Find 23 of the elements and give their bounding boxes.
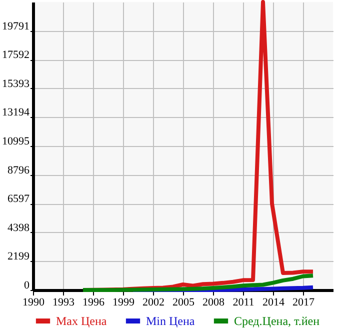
y-tick-label: 4398 bbox=[8, 222, 30, 234]
x-tick-label: 2005 bbox=[172, 296, 195, 308]
x-tick-label: 1996 bbox=[82, 296, 105, 308]
x-tick-label: 2014 bbox=[262, 296, 285, 308]
x-tick-label: 2011 bbox=[232, 296, 254, 308]
legend-label: Сред.Цена, т.йен bbox=[234, 314, 320, 328]
y-tick-label: 2199 bbox=[8, 250, 30, 263]
y-tick-label: 19791 bbox=[2, 20, 30, 32]
x-tick-label: 1993 bbox=[52, 296, 75, 308]
y-tick-label: 17592 bbox=[2, 49, 30, 62]
x-tick-label: 1990 bbox=[22, 296, 45, 308]
x-tick-label: 2017 bbox=[292, 296, 315, 308]
y-tick-label: 13194 bbox=[2, 106, 30, 119]
y-tick-label: 8796 bbox=[8, 164, 30, 176]
y-tick-label: 10995 bbox=[2, 136, 30, 148]
x-tick-label: 2002 bbox=[142, 296, 164, 308]
y-tick-label: 6597 bbox=[8, 193, 30, 206]
legend-label: Min Цена bbox=[146, 314, 196, 328]
y-tick-label: 0 bbox=[24, 280, 30, 292]
legend-label: Max Цена bbox=[56, 314, 108, 328]
x-tick-label: 2008 bbox=[202, 296, 225, 308]
y-tick-label: 15393 bbox=[2, 78, 30, 90]
x-tick-label: 1999 bbox=[112, 296, 135, 308]
